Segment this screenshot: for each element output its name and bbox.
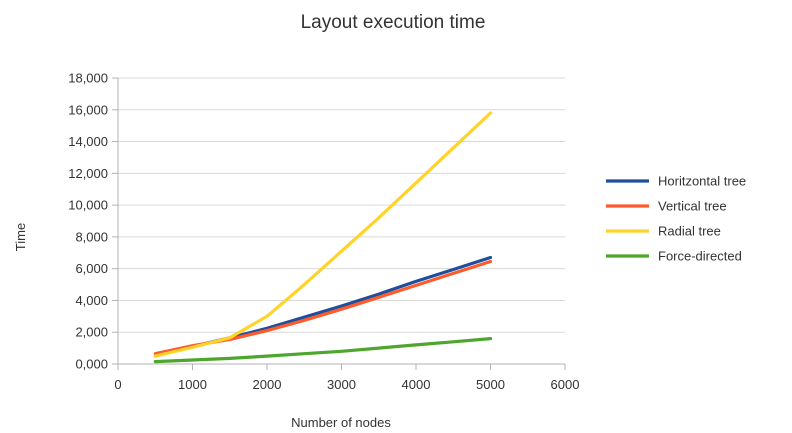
x-tick-labels: 0 1000 2000 3000 4000 5000 6000 <box>114 377 579 392</box>
y-tick-label: 10,000 <box>68 198 108 213</box>
y-tick-label: 8,000 <box>75 229 108 244</box>
y-tick-label: 14,000 <box>68 134 108 149</box>
y-tick-label: 6,000 <box>75 261 108 276</box>
x-tick-label: 0 <box>114 377 121 392</box>
series-line-4 <box>153 337 493 364</box>
x-tick-label: 4000 <box>402 377 431 392</box>
x-tick-label: 2000 <box>253 377 282 392</box>
legend-label: Vertical tree <box>658 199 727 214</box>
legend: Horitzontal tree Vertical tree Radial tree… <box>606 174 746 264</box>
y-tick-label: 16,000 <box>68 102 108 117</box>
y-tick-label: 18,000 <box>68 71 108 86</box>
x-tick-label: 3000 <box>327 377 356 392</box>
y-tick-label: 2,000 <box>75 325 108 340</box>
legend-label: Radial tree <box>658 224 721 239</box>
axes <box>112 77 566 370</box>
series-lines <box>153 111 493 364</box>
grid-lines <box>118 77 565 333</box>
legend-label: Force-directed <box>658 249 742 264</box>
y-tick-label: 0,000 <box>75 357 108 372</box>
legend-label: Horitzontal tree <box>658 174 746 189</box>
chart-title: Layout execution time <box>301 12 486 33</box>
x-tick-label: 1000 <box>178 377 207 392</box>
x-axis-title: Number of nodes <box>291 415 391 430</box>
x-tick-label: 5000 <box>476 377 505 392</box>
y-tick-label: 12,000 <box>68 166 108 181</box>
y-axis-title: Time <box>13 223 28 251</box>
series-line-3 <box>153 111 493 358</box>
x-tick-label: 6000 <box>551 377 580 392</box>
y-tick-labels: 0,000 2,000 4,000 6,000 8,000 10,000 12,000 14,… <box>68 71 108 372</box>
y-tick-label: 4,000 <box>75 293 108 308</box>
